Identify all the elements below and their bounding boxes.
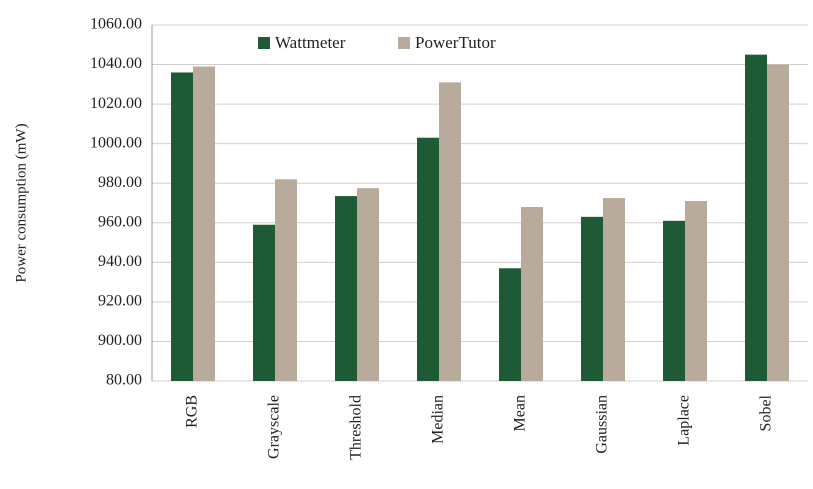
bar bbox=[275, 179, 297, 381]
y-tick-label: 1020.00 bbox=[90, 95, 142, 112]
bar bbox=[253, 224, 275, 381]
x-tick-label: Mean bbox=[512, 395, 529, 431]
x-tick-label: Gaussian bbox=[594, 395, 611, 454]
x-tick-label: Sobel bbox=[758, 394, 775, 431]
y-tick-label: 980.00 bbox=[98, 174, 142, 191]
bar bbox=[439, 82, 461, 381]
y-tick-label: 1040.00 bbox=[90, 55, 142, 72]
y-tick-label: 940.00 bbox=[98, 253, 142, 270]
bar bbox=[193, 66, 215, 382]
y-tick-label: 920.00 bbox=[98, 293, 142, 310]
bar bbox=[417, 137, 439, 381]
legend-label: Wattmeter bbox=[275, 33, 346, 52]
bar bbox=[603, 198, 625, 381]
legend-label: PowerTutor bbox=[415, 33, 496, 52]
y-tick-label: 900.00 bbox=[98, 332, 142, 349]
bar bbox=[521, 206, 543, 381]
x-tick-label: Median bbox=[430, 395, 447, 444]
y-tick-label: 1060.00 bbox=[90, 16, 142, 33]
y-axis-label: Power consumption (mW) bbox=[13, 123, 29, 282]
x-tick-label: Laplace bbox=[676, 395, 693, 446]
legend-swatch bbox=[258, 37, 270, 49]
x-tick-label: RGB bbox=[184, 395, 201, 428]
bar bbox=[745, 54, 767, 382]
bar bbox=[499, 268, 521, 381]
bar bbox=[767, 64, 789, 382]
bar bbox=[581, 216, 603, 381]
bar bbox=[335, 196, 357, 381]
bar bbox=[171, 72, 193, 381]
x-tick-label: Grayscale bbox=[266, 395, 283, 459]
bar bbox=[685, 201, 707, 381]
y-tick-label: 1000.00 bbox=[90, 134, 142, 151]
bar bbox=[357, 188, 379, 381]
x-tick-label: Threshold bbox=[348, 395, 365, 460]
y-tick-label: 80.00 bbox=[106, 372, 142, 389]
bar bbox=[663, 220, 685, 381]
legend-swatch bbox=[398, 37, 410, 49]
y-tick-label: 960.00 bbox=[98, 213, 142, 230]
